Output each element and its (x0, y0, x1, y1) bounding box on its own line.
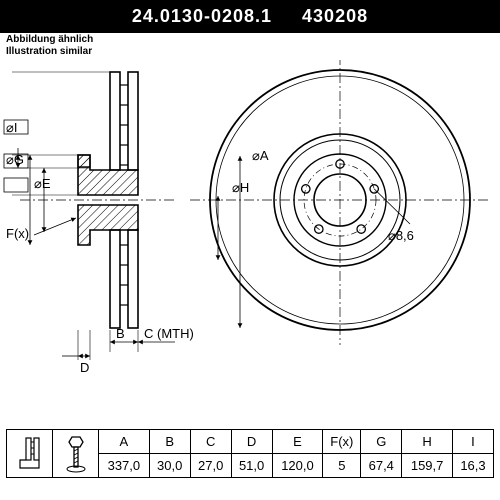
label-diam-H: ⌀H (232, 180, 249, 195)
label-diam-A: ⌀A (252, 148, 269, 163)
val-I: 16,3 (452, 454, 493, 478)
dimension-table: A B C D E F(x) G H I 337,0 30,0 27,0 51,… (6, 429, 494, 478)
diagram-svg: ⌀I ⌀G ⌀E F(x) B D (0, 60, 500, 390)
front-view: ⌀H ⌀A ⌀8,6 (190, 60, 490, 345)
part-number: 24.0130-0208.1 (132, 6, 272, 26)
col-Fx: F(x) (323, 430, 361, 454)
val-E: 120,0 (272, 454, 323, 478)
val-H: 159,7 (402, 454, 453, 478)
section-view: ⌀I ⌀G ⌀E F(x) B D (4, 72, 194, 375)
val-G: 67,4 (361, 454, 402, 478)
label-bolt-hole: ⌀8,6 (388, 228, 414, 243)
col-A: A (99, 430, 150, 454)
alt-number: 430208 (302, 6, 368, 26)
label-diam-I: ⌀I (6, 120, 17, 135)
subtitle-line2: Illustration similar (6, 46, 93, 58)
val-C: 27,0 (190, 454, 231, 478)
val-B: 30,0 (149, 454, 190, 478)
label-Fx: F(x) (6, 226, 29, 241)
disc-section-icon (7, 430, 53, 478)
header-bar: 24.0130-0208.1 430208 (0, 0, 500, 33)
label-D: D (80, 360, 89, 375)
label-diam-E: ⌀E (34, 176, 51, 191)
col-C: C (190, 430, 231, 454)
col-I: I (452, 430, 493, 454)
col-B: B (149, 430, 190, 454)
bolt-icon (53, 430, 99, 478)
col-D: D (231, 430, 272, 454)
val-Fx: 5 (323, 454, 361, 478)
col-G: G (361, 430, 402, 454)
col-E: E (272, 430, 323, 454)
subtitle: Abbildung ähnlich Illustration similar (6, 34, 93, 58)
val-D: 51,0 (231, 454, 272, 478)
technical-diagram: ⌀I ⌀G ⌀E F(x) B D (0, 60, 500, 390)
col-H: H (402, 430, 453, 454)
label-B: B (116, 326, 125, 341)
val-A: 337,0 (99, 454, 150, 478)
label-C: C (MTH) (144, 326, 194, 341)
subtitle-line1: Abbildung ähnlich (6, 34, 93, 46)
table-header-row: A B C D E F(x) G H I (7, 430, 494, 454)
